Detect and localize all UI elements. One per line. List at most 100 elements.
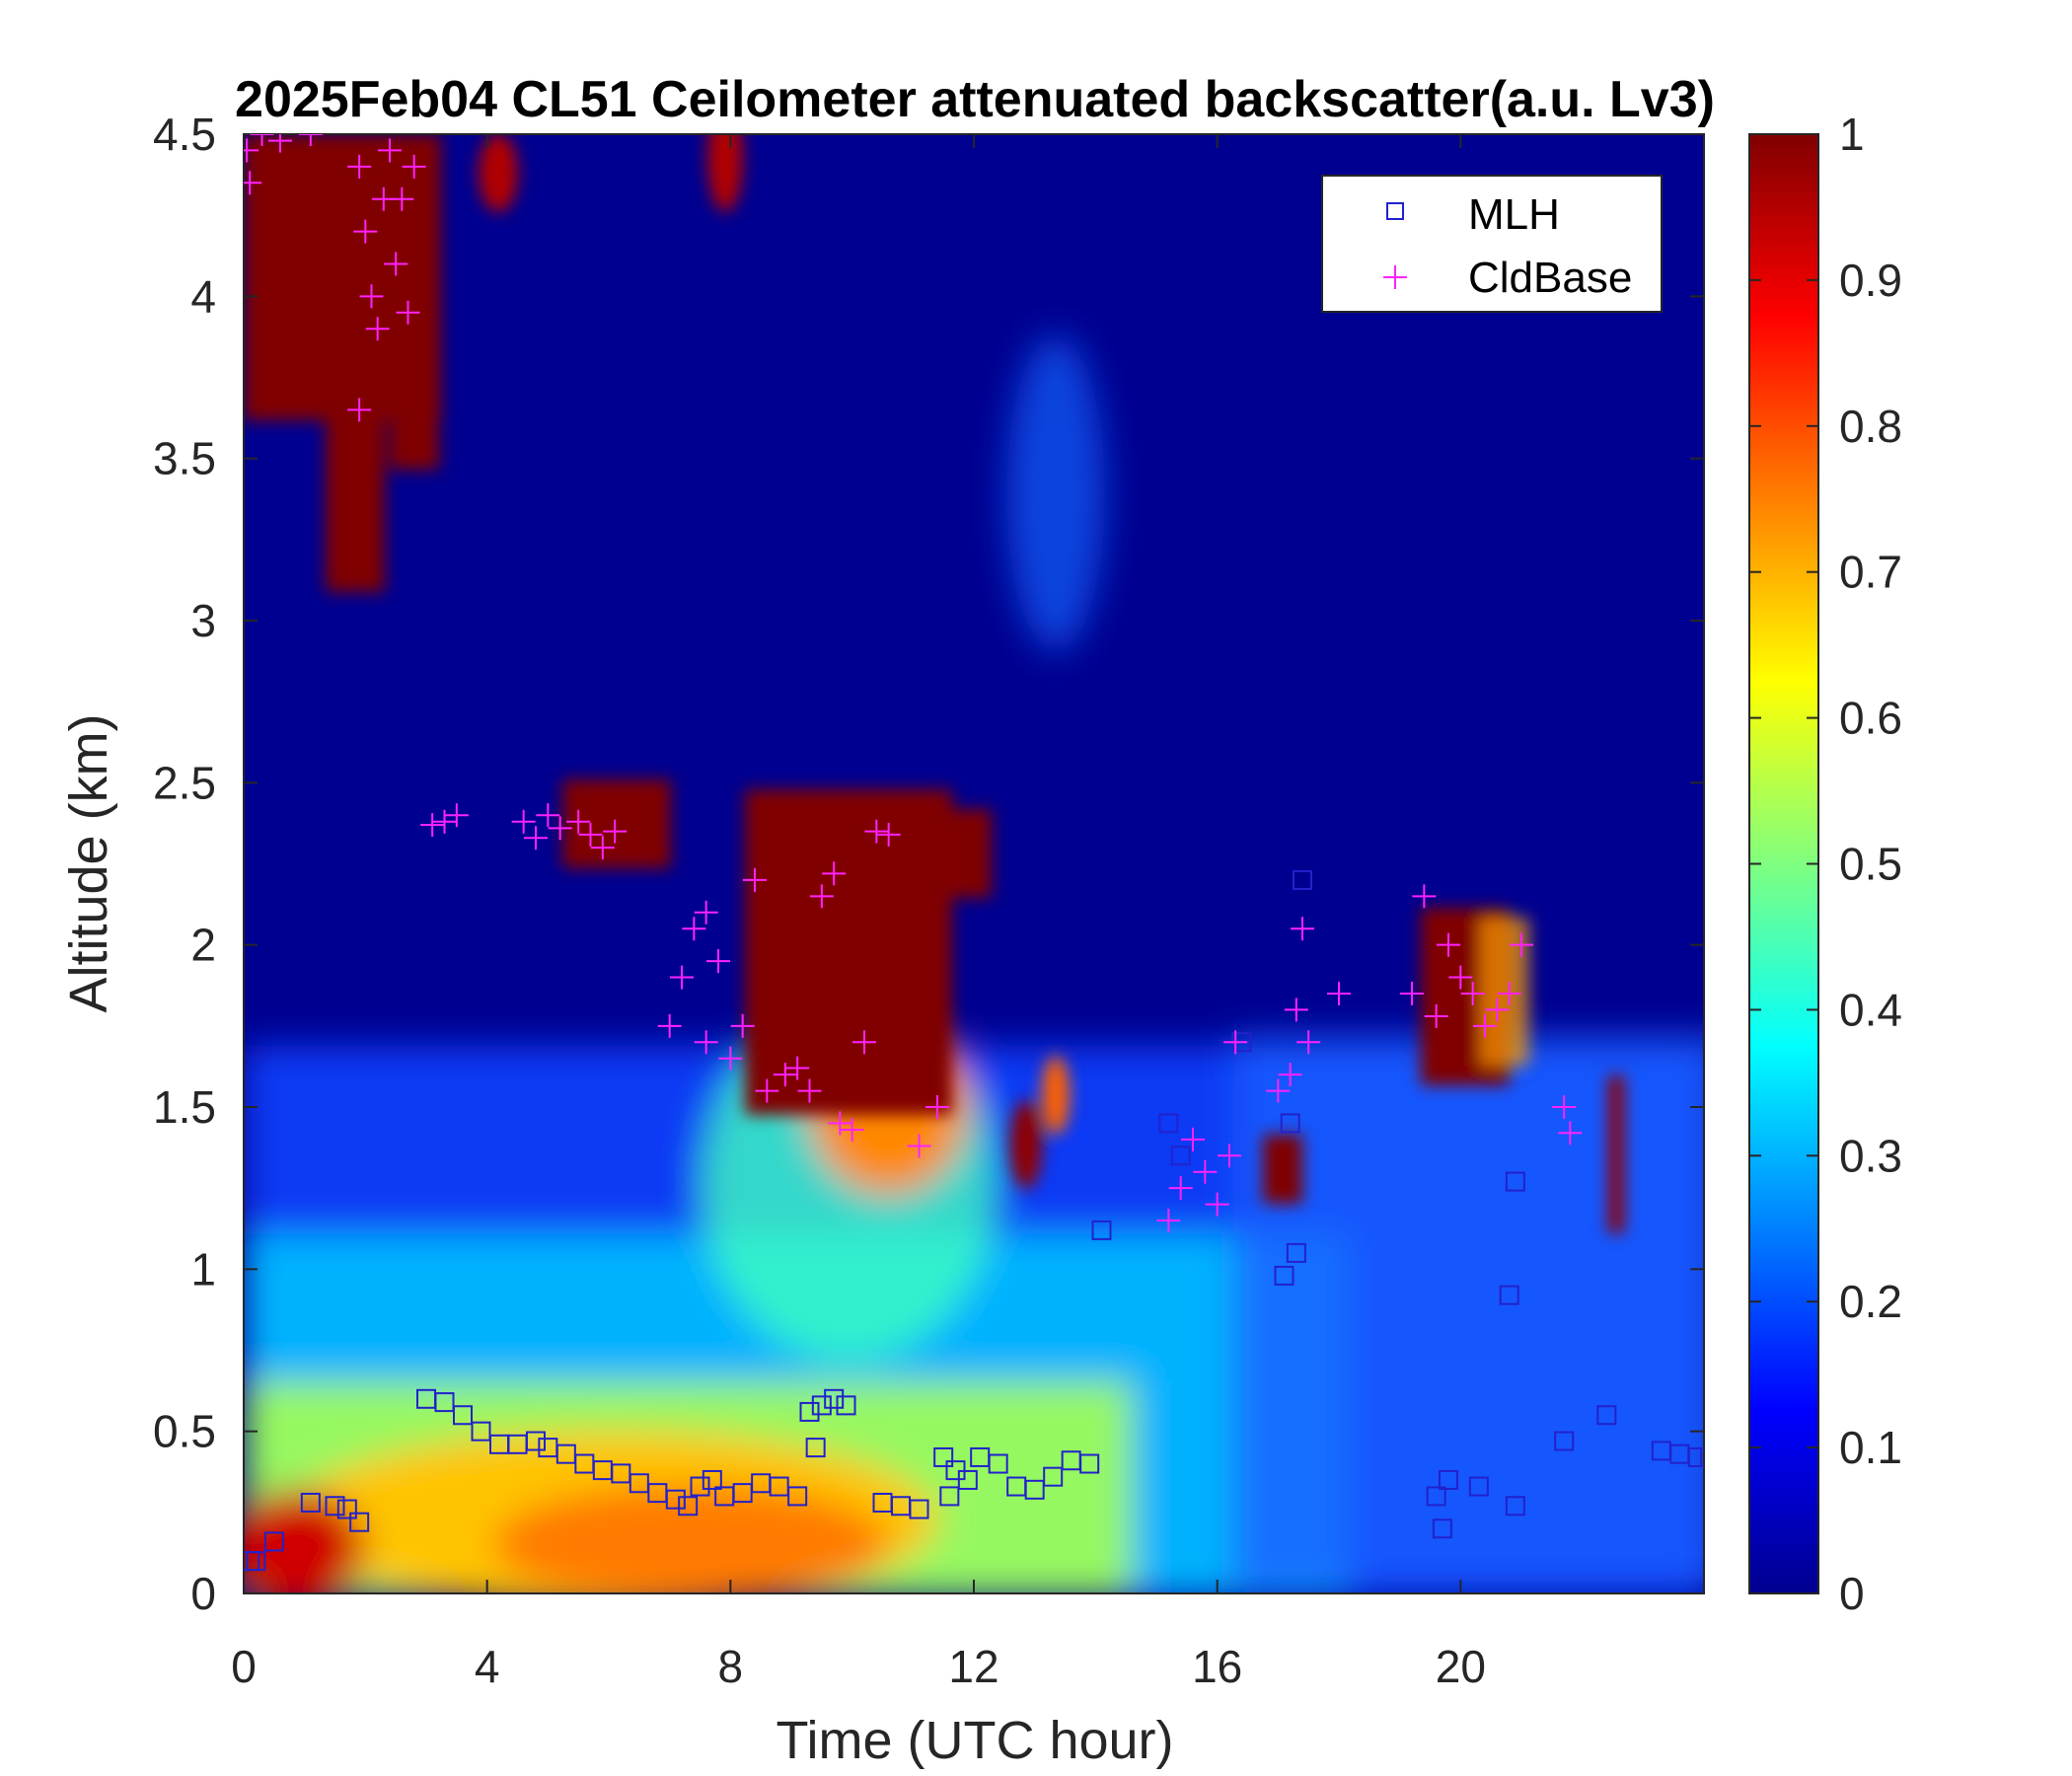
cldbase-legend-marker: [1383, 265, 1407, 289]
mlh-marker: [690, 1476, 710, 1497]
cldbase-marker: [250, 134, 274, 146]
colorbar-tick-label: 0.8: [1839, 401, 1902, 452]
mlh-marker: [300, 1492, 321, 1513]
cldbase-marker: [1284, 998, 1308, 1022]
cldbase-marker: [244, 138, 259, 163]
y-tick-label: 4.5: [153, 109, 216, 160]
y-tick-label: 1.5: [153, 1081, 216, 1133]
mlh-marker: [1505, 1496, 1525, 1517]
cldbase-marker: [298, 134, 323, 146]
mlh-marker: [1286, 1242, 1306, 1263]
mlh-marker: [349, 1512, 370, 1532]
mlh-marker: [1024, 1479, 1045, 1500]
cldbase-marker: [743, 867, 767, 892]
legend-cldbase-label: CldBase: [1468, 254, 1632, 302]
cldbase-marker: [828, 1111, 852, 1136]
mlh-marker: [1426, 1486, 1446, 1507]
x-tick-label: 20: [1436, 1641, 1486, 1692]
cldbase-marker: [925, 1095, 949, 1119]
cldbase-marker: [1473, 1013, 1497, 1038]
cldbase-marker: [359, 284, 384, 309]
colorbar-tick-label: 0.1: [1839, 1422, 1902, 1473]
cldbase-marker: [1552, 1095, 1577, 1119]
cldbase-marker: [536, 803, 560, 828]
x-tick-label: 16: [1192, 1641, 1242, 1692]
cldbase-marker: [797, 1078, 822, 1103]
cldbase-marker: [852, 1030, 876, 1055]
cldbase-marker: [402, 154, 426, 179]
cldbase-marker: [524, 826, 548, 851]
colorbar-tick-label: 0.3: [1839, 1130, 1902, 1181]
cldbase-marker: [1437, 932, 1460, 957]
mlh-marker: [836, 1395, 856, 1416]
colorbar-tick-label: 0.4: [1839, 984, 1902, 1035]
mlh-marker: [1091, 1220, 1112, 1240]
mlh-marker: [1505, 1171, 1525, 1192]
cldbase-marker: [1460, 981, 1485, 1005]
cldbase-marker: [1223, 1030, 1248, 1055]
legend-mlh-label: MLH: [1468, 190, 1560, 239]
colorbar-ticks: 0 0.1 0.2 0.3 0.4 0.5 0.6 0.7 0.8 0.9 1: [1749, 109, 1902, 1619]
y-tick-label: 4: [190, 270, 216, 322]
cldbase-marker: [773, 1063, 797, 1087]
mlh-marker: [453, 1405, 473, 1426]
cldbase-marker: [396, 300, 420, 325]
cldbase-marker: [365, 317, 390, 341]
mlh-marker: [1079, 1453, 1100, 1474]
cldbase-marker: [378, 138, 402, 163]
mlh-marker: [471, 1421, 491, 1442]
cldbase-marker: [718, 1046, 743, 1071]
cldbase-marker: [706, 949, 730, 974]
mlh-marker: [939, 1486, 960, 1507]
cldbase-marker: [603, 819, 628, 844]
y-tick-label: 3.5: [153, 433, 216, 484]
mlh-marker: [933, 1446, 954, 1467]
cldbase-marker: [347, 154, 372, 179]
colorbar-tick-label: 1: [1839, 109, 1865, 160]
cldbase-marker: [1485, 998, 1510, 1022]
y-tick-label: 2.5: [153, 757, 216, 808]
cldbase-marker: [694, 900, 718, 925]
colorbar-tick-label: 0: [1839, 1568, 1865, 1619]
mlh-marker: [1280, 1113, 1300, 1134]
colorbar-tick-label: 0.5: [1839, 839, 1902, 890]
data-markers: [244, 134, 1704, 1572]
mlh-marker: [1687, 1446, 1704, 1467]
cldbase-marker: [1327, 981, 1351, 1005]
cldbase-marker: [390, 186, 414, 211]
cldbase-marker: [432, 809, 457, 834]
x-axis-label: Time (UTC hour): [776, 1711, 1173, 1770]
cldbase-marker: [566, 809, 591, 834]
cldbase-marker: [384, 252, 408, 276]
mlh-legend-marker: [1386, 202, 1404, 220]
cldbase-marker: [864, 819, 889, 844]
cldbase-marker: [785, 1056, 810, 1080]
mlh-marker: [811, 1395, 832, 1416]
legend: MLH CldBase: [1321, 175, 1663, 313]
mlh-marker: [909, 1499, 929, 1519]
cldbase-marker: [1296, 1030, 1321, 1055]
mlh-marker: [263, 1531, 284, 1552]
mlh-marker: [957, 1469, 978, 1490]
mlh-marker: [988, 1453, 1008, 1474]
x-tick-label: 8: [718, 1641, 744, 1692]
cldbase-marker: [1497, 981, 1521, 1005]
cldbase-marker: [670, 965, 694, 990]
cldbase-marker: [1278, 1063, 1302, 1087]
y-tick-label: 2: [190, 920, 216, 971]
cldbase-marker: [347, 398, 372, 422]
mlh-marker: [702, 1469, 722, 1490]
mlh-marker: [787, 1486, 808, 1507]
cldbase-marker: [1205, 1192, 1229, 1217]
mlh-marker: [805, 1438, 826, 1458]
mlh-marker: [336, 1499, 357, 1519]
cldbase-marker: [730, 1013, 755, 1038]
cldbase-marker: [1424, 1003, 1448, 1028]
y-tick-label: 0: [190, 1568, 216, 1619]
cldbase-marker: [822, 861, 847, 886]
mlh-marker: [1293, 869, 1312, 890]
cldbase-marker: [548, 816, 572, 841]
cldbase-marker: [876, 822, 901, 847]
cldbase-marker: [420, 813, 445, 838]
